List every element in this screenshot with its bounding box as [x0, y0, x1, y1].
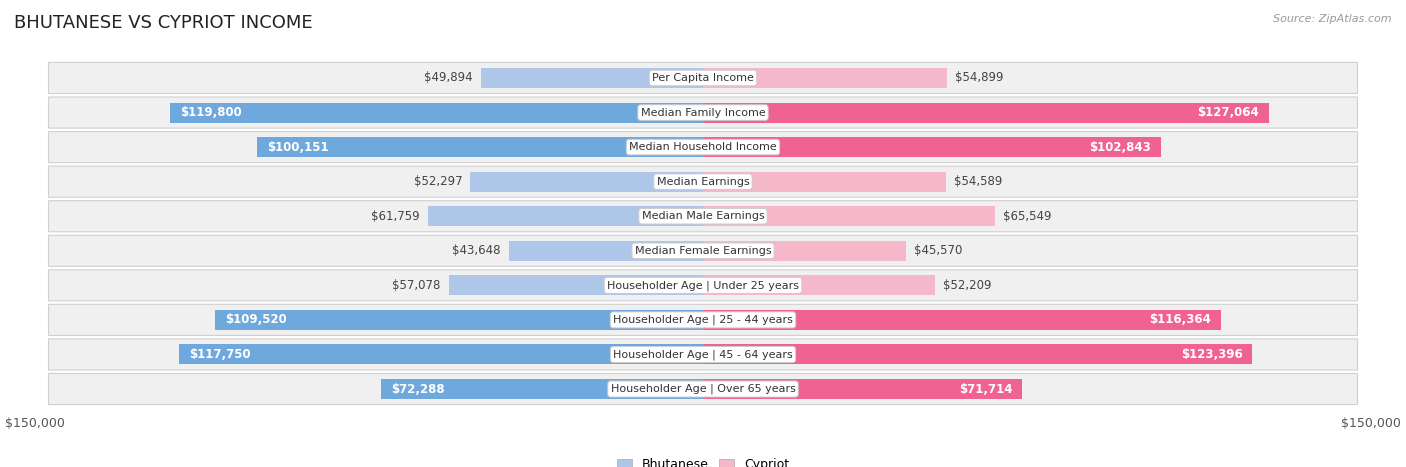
Bar: [703, 206, 995, 226]
Text: $123,396: $123,396: [1181, 348, 1243, 361]
FancyBboxPatch shape: [49, 235, 1357, 266]
Text: Per Capita Income: Per Capita Income: [652, 73, 754, 83]
FancyBboxPatch shape: [49, 201, 1357, 232]
Text: $127,064: $127,064: [1197, 106, 1258, 119]
Bar: [703, 137, 1161, 157]
Text: $43,648: $43,648: [453, 244, 501, 257]
Text: BHUTANESE VS CYPRIOT INCOME: BHUTANESE VS CYPRIOT INCOME: [14, 14, 312, 32]
Bar: [703, 241, 905, 261]
Bar: [215, 310, 703, 330]
Bar: [170, 103, 703, 122]
Bar: [703, 379, 1022, 399]
Bar: [509, 241, 703, 261]
FancyBboxPatch shape: [49, 339, 1357, 370]
Bar: [470, 172, 703, 191]
Text: $45,570: $45,570: [914, 244, 962, 257]
FancyBboxPatch shape: [49, 304, 1357, 335]
Text: $65,549: $65,549: [1002, 210, 1052, 223]
Bar: [257, 137, 703, 157]
Text: Householder Age | 45 - 64 years: Householder Age | 45 - 64 years: [613, 349, 793, 360]
Bar: [449, 276, 703, 295]
Bar: [427, 206, 703, 226]
Text: $116,364: $116,364: [1149, 313, 1211, 326]
FancyBboxPatch shape: [49, 374, 1357, 404]
Bar: [703, 172, 946, 191]
Bar: [381, 379, 703, 399]
Text: Householder Age | Over 65 years: Householder Age | Over 65 years: [610, 384, 796, 394]
Text: $109,520: $109,520: [225, 313, 287, 326]
Text: $54,589: $54,589: [955, 175, 1002, 188]
Text: $54,899: $54,899: [956, 71, 1004, 85]
FancyBboxPatch shape: [49, 63, 1357, 93]
Bar: [703, 276, 935, 295]
Text: Median Male Earnings: Median Male Earnings: [641, 211, 765, 221]
Text: Householder Age | 25 - 44 years: Householder Age | 25 - 44 years: [613, 315, 793, 325]
Legend: Bhutanese, Cypriot: Bhutanese, Cypriot: [612, 453, 794, 467]
Text: Median Family Income: Median Family Income: [641, 107, 765, 118]
Bar: [703, 310, 1220, 330]
Text: $52,209: $52,209: [943, 279, 993, 292]
Text: $61,759: $61,759: [371, 210, 420, 223]
Bar: [481, 68, 703, 88]
Bar: [703, 345, 1253, 364]
Text: Median Female Earnings: Median Female Earnings: [634, 246, 772, 256]
FancyBboxPatch shape: [49, 270, 1357, 301]
Text: $119,800: $119,800: [180, 106, 242, 119]
Text: Median Earnings: Median Earnings: [657, 177, 749, 187]
FancyBboxPatch shape: [49, 166, 1357, 197]
Text: $102,843: $102,843: [1090, 141, 1152, 154]
Text: $100,151: $100,151: [267, 141, 329, 154]
Text: Median Household Income: Median Household Income: [628, 142, 778, 152]
Text: $71,714: $71,714: [959, 382, 1012, 396]
Bar: [703, 103, 1268, 122]
Text: $52,297: $52,297: [413, 175, 463, 188]
Text: $57,078: $57,078: [392, 279, 441, 292]
FancyBboxPatch shape: [49, 97, 1357, 128]
Bar: [179, 345, 703, 364]
FancyBboxPatch shape: [49, 132, 1357, 163]
Text: Source: ZipAtlas.com: Source: ZipAtlas.com: [1274, 14, 1392, 24]
Bar: [703, 68, 948, 88]
Text: Householder Age | Under 25 years: Householder Age | Under 25 years: [607, 280, 799, 290]
Text: $72,288: $72,288: [391, 382, 444, 396]
Text: $49,894: $49,894: [425, 71, 472, 85]
Text: $117,750: $117,750: [188, 348, 250, 361]
